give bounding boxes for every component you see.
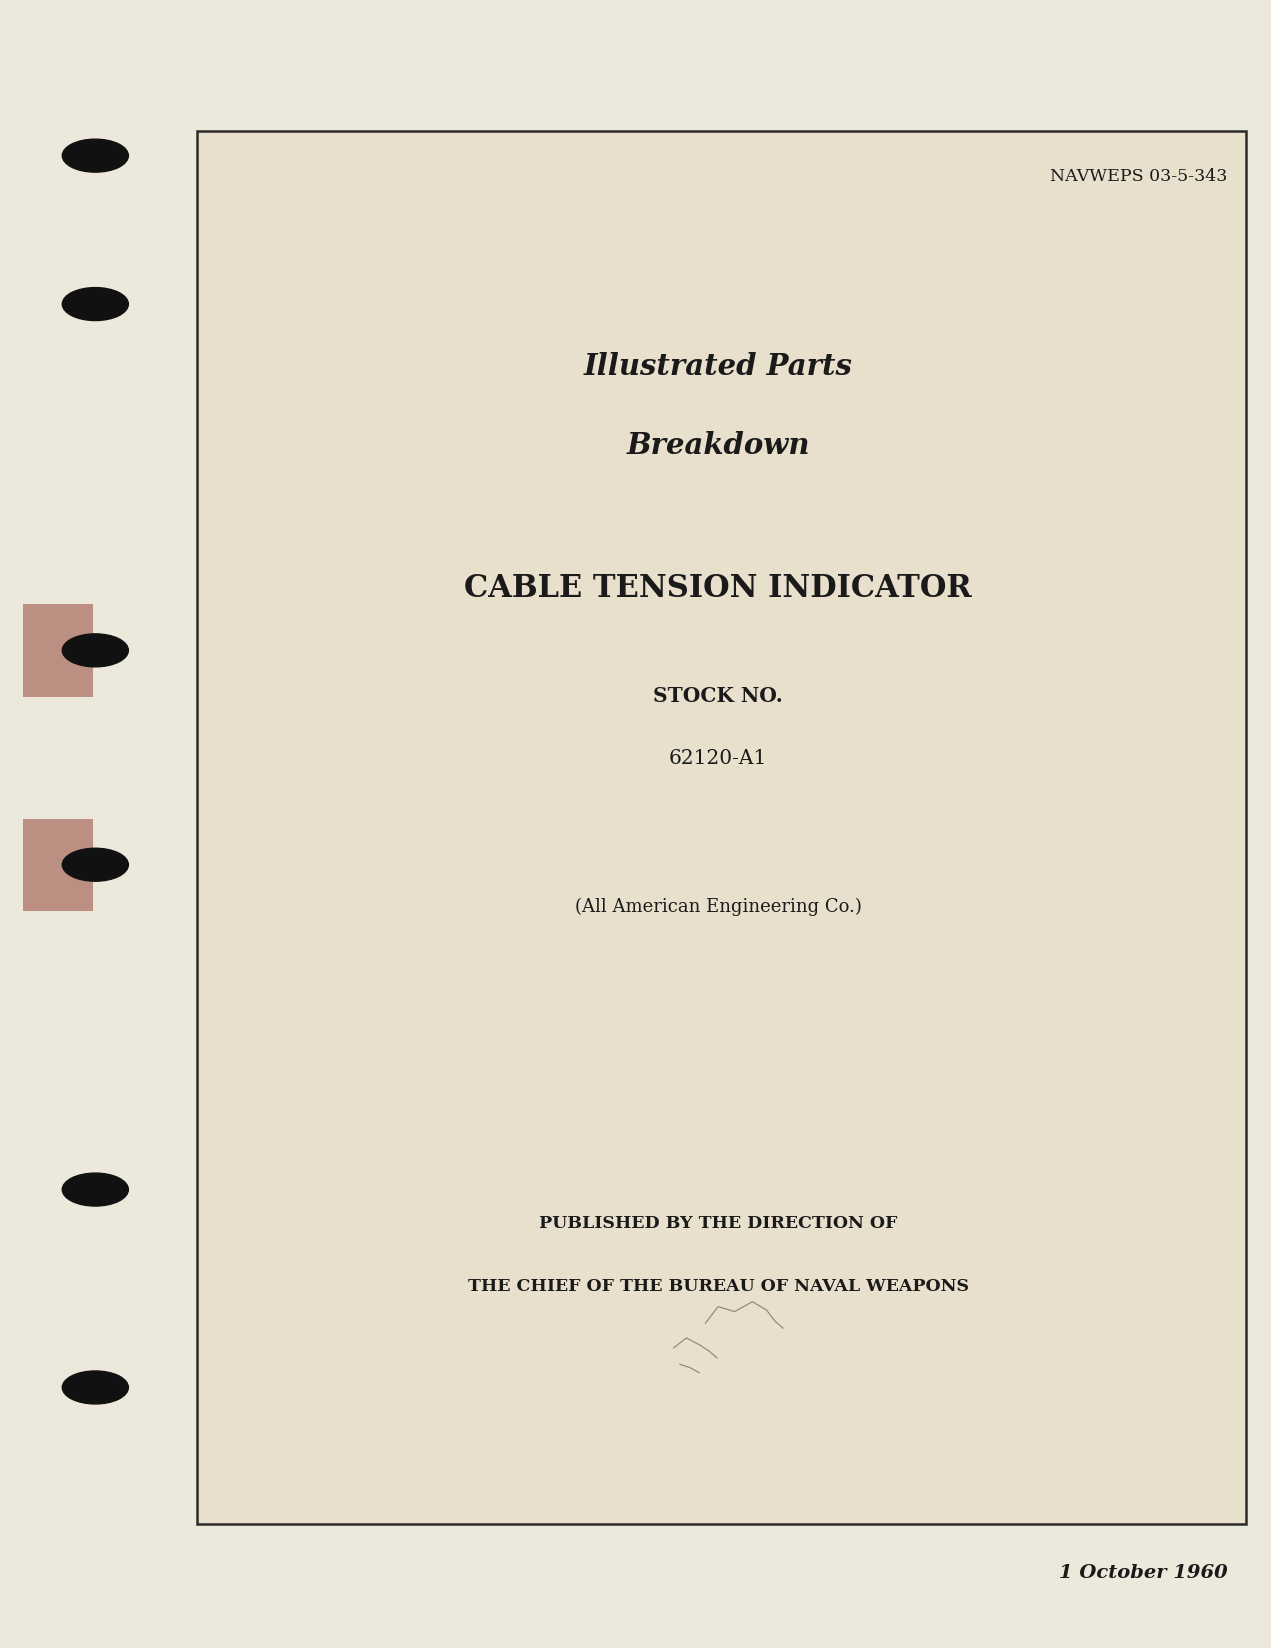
Ellipse shape — [62, 849, 128, 882]
Text: NAVWEPS 03-5-343: NAVWEPS 03-5-343 — [1050, 168, 1228, 185]
Ellipse shape — [62, 634, 128, 667]
Text: (All American Engineering Co.): (All American Engineering Co.) — [574, 897, 862, 916]
Ellipse shape — [62, 1371, 128, 1404]
Text: 1 October 1960: 1 October 1960 — [1059, 1564, 1228, 1580]
Text: Breakdown: Breakdown — [627, 430, 810, 460]
Ellipse shape — [62, 288, 128, 321]
Ellipse shape — [62, 140, 128, 173]
Text: Illustrated Parts: Illustrated Parts — [583, 351, 853, 381]
Text: THE CHIEF OF THE BUREAU OF NAVAL WEAPONS: THE CHIEF OF THE BUREAU OF NAVAL WEAPONS — [468, 1277, 969, 1294]
Text: 62120-A1: 62120-A1 — [669, 748, 768, 768]
Text: STOCK NO.: STOCK NO. — [653, 686, 783, 705]
Bar — [197, 132, 1246, 1524]
Bar — [23, 605, 93, 697]
Ellipse shape — [62, 1173, 128, 1206]
Text: CABLE TENSION INDICATOR: CABLE TENSION INDICATOR — [464, 574, 972, 603]
Bar — [23, 819, 93, 911]
Text: PUBLISHED BY THE DIRECTION OF: PUBLISHED BY THE DIRECTION OF — [539, 1215, 897, 1231]
